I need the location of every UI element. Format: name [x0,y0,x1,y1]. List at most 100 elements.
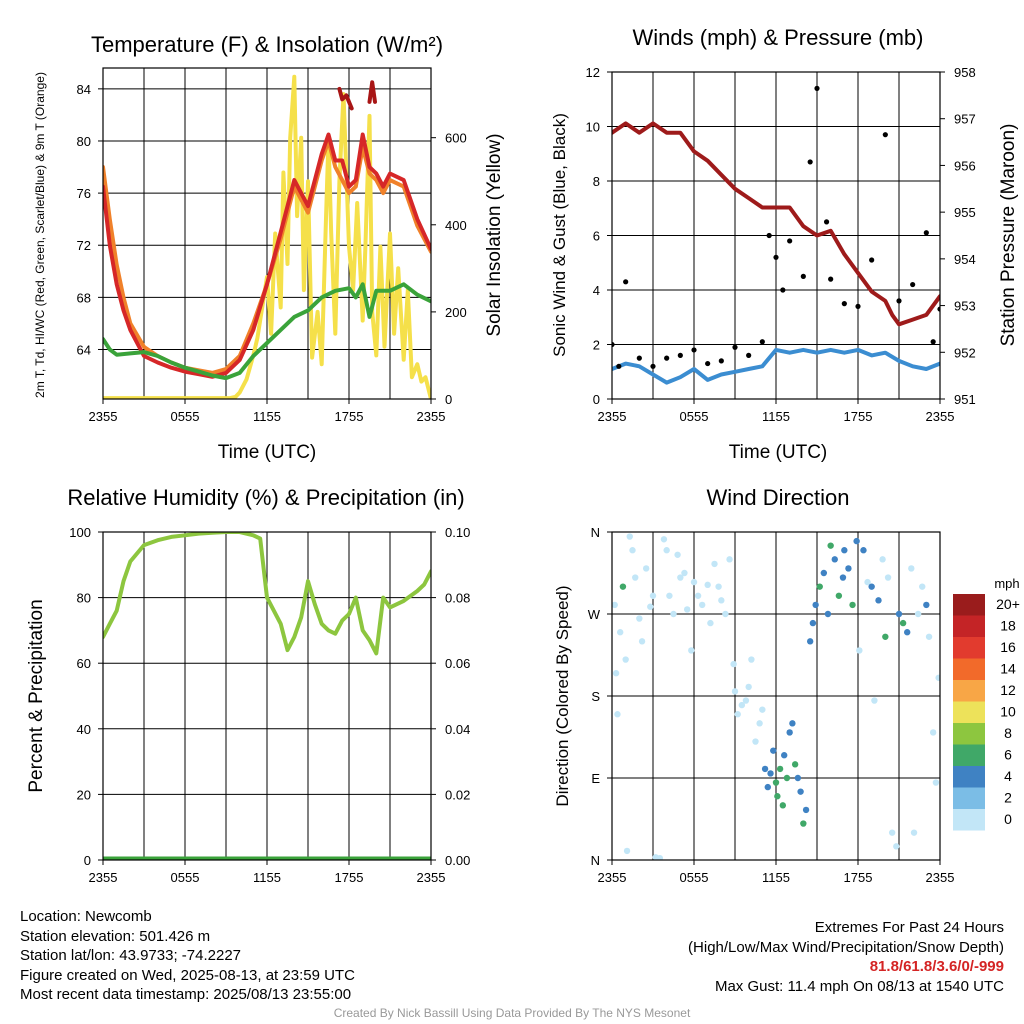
gust-point [800,273,806,279]
y-tick-label: 60 [77,656,91,671]
gust-point [787,238,793,244]
x-tick-label: 1755 [335,870,364,885]
wind-direction-point [752,738,759,745]
gust-point [664,355,670,361]
colorbar-label: 14 [1000,661,1016,677]
created-text: Figure created on Wed, 2025-08-13, at 23… [20,966,355,984]
wind-direction-point [783,774,791,782]
gust-point [636,355,642,361]
x-tick-label: 1755 [844,409,873,424]
y2-tick-label: 600 [445,131,467,146]
wind-direction-point [864,578,871,586]
wind-direction-point [910,829,918,836]
wind-direction-point [629,547,636,554]
x-tick-label: 1155 [253,409,281,424]
y-axis-label: Percent & Precipitation [26,599,47,792]
y2-tick-label: 952 [954,345,976,360]
y-tick-label: 2 [593,338,600,353]
wind-direction-point [809,619,817,627]
y2-tick-label: 200 [445,305,467,320]
chart-title: Wind Direction [706,485,849,510]
wind-direction-point [835,592,843,599]
gust-point [841,301,847,307]
gust-point [869,257,875,263]
wind-direction-point [853,537,860,545]
y-tick-label: 72 [77,238,91,253]
wind-direction-point [722,610,729,618]
data-layer [612,85,940,385]
x-tick-label: 2355 [417,870,446,885]
gust-point [937,306,940,312]
colorbar-swatch [953,701,985,723]
y-tick-label: 64 [77,342,91,357]
wind-direction-point [856,647,863,654]
gust-point [766,232,772,239]
gust-point [930,339,936,345]
gust-point [855,303,861,309]
y2-axis-label: Station Pressure (Maroon) [998,124,1019,347]
wind-direction-point [767,770,774,777]
wind-direction-point [738,701,746,709]
wind-direction-point [632,574,639,581]
x-tick-label: 0555 [171,870,200,885]
wind-direction-point [794,774,802,782]
x-tick-label: 2355 [417,409,446,424]
x-tick-label: 0555 [680,409,709,424]
x-tick-label: 2355 [89,409,118,424]
series-line [367,80,377,104]
y2-tick-label: 0.04 [445,722,470,737]
wind-direction-point [718,597,725,604]
wind-direction-point [860,547,867,554]
series-line [103,132,431,379]
gust-point [650,363,656,369]
gust-point [759,339,765,345]
wind-direction-point [642,565,650,572]
y-axis-label: Direction (Colored By Speed) [553,585,572,806]
y2-tick-label: 0 [445,392,452,407]
wind-direction-point [626,533,633,540]
wind-direction-point [895,610,903,618]
elevation-text: Station elevation: 501.426 m [20,927,211,945]
wind-direction-point [649,592,657,599]
wind-direction-point [638,638,646,645]
wind-direction-point [875,597,882,604]
colorbar-label: 20+ [996,596,1020,612]
wind-direction-point [802,806,810,814]
wind-direction-point [774,793,781,800]
wind-direction-point [666,592,673,599]
gust-point [807,159,813,165]
y2-tick-label: 0.00 [445,853,470,868]
wind-direction-point [845,565,852,572]
wind-direction-point [929,729,937,736]
colorbar-swatch [953,615,985,637]
x-tick-label: 1755 [844,870,873,885]
y2-tick-label: 400 [445,218,467,233]
wind-direction-point [879,556,886,563]
colorbar-label: 18 [1000,618,1016,634]
y2-axis-label: Solar Insolation (Yellow) [484,133,505,336]
wind-direction-point [871,697,878,704]
y2-tick-label: 0.02 [445,787,470,802]
wind-direction-point [734,711,741,718]
wind-direction-point [849,601,856,609]
wind-direction-point [731,688,739,695]
colorbar-swatch [953,594,985,616]
x-tick-label: 1755 [335,409,364,424]
wind-direction-point [745,683,752,691]
wind-direction-point [908,565,915,572]
location-text: Location: Newcomb [20,908,152,925]
y-tick-label: 6 [593,229,600,244]
x-tick-label: 0555 [171,409,200,424]
wind-direction-point [656,854,664,860]
colorbar-swatch [953,658,985,680]
gust-point [780,287,786,293]
x-tick-label: 2355 [926,409,955,424]
y-axis-label: Sonic Wind & Gust (Blue, Black) [550,113,569,357]
wind-direction-point [935,674,940,681]
gust-point [705,360,711,367]
panel-1: 2355 0555 1155 1755 2355 64 68 72 76 80 84 0 200 400 6… [33,32,505,463]
wind-direction-point [761,765,769,773]
colorbar-swatch [953,637,985,659]
series-line [103,532,431,656]
gust-point [677,352,683,358]
